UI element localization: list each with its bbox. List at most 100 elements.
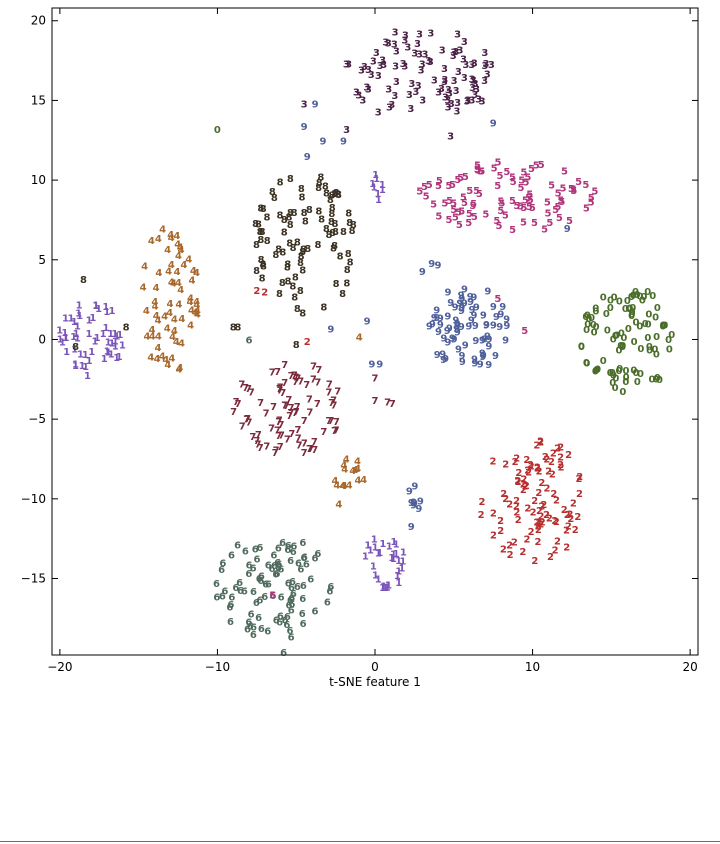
digit-point-2: 2: [537, 438, 544, 449]
digit-point-9: 9: [410, 500, 417, 511]
digit-point-3: 3: [461, 73, 468, 84]
digit-point-1: 1: [102, 302, 109, 313]
digit-point-5: 5: [509, 173, 516, 184]
digit-point-9: 9: [458, 294, 465, 305]
digit-point-4: 4: [341, 465, 348, 476]
bottom-divider: [0, 841, 720, 842]
digit-point-3: 3: [441, 77, 448, 88]
digit-point-8: 8: [297, 286, 304, 297]
digit-point-1: 1: [375, 195, 382, 206]
digit-point-3: 3: [473, 85, 480, 96]
digit-point-2: 2: [567, 510, 574, 521]
digit-point-0: 0: [583, 359, 590, 370]
digit-point-2: 2: [531, 496, 538, 507]
digit-point-8: 8: [323, 224, 330, 235]
digit-point-4: 4: [187, 294, 194, 305]
digit-point-6: 6: [303, 559, 310, 570]
digit-point-2: 2: [500, 489, 507, 500]
digit-point-4: 4: [339, 481, 346, 492]
digit-point-7: 7: [292, 377, 299, 388]
digit-point-8: 8: [293, 340, 300, 351]
digit-point-2: 2: [490, 531, 497, 542]
digit-point-5: 5: [554, 202, 561, 213]
digit-point-4: 4: [177, 285, 184, 296]
digit-point-7: 7: [283, 401, 290, 412]
digit-point-8: 8: [269, 187, 276, 198]
digit-point-6: 6: [221, 586, 228, 597]
digit-point-7: 7: [285, 395, 292, 406]
digit-point-7: 7: [297, 377, 304, 388]
digit-point-3: 3: [454, 106, 461, 117]
digit-point-3: 3: [416, 29, 423, 40]
digit-point-8: 8: [333, 188, 340, 199]
digit-point-6: 6: [326, 586, 333, 597]
digit-point-2: 2: [543, 455, 550, 466]
digit-point-1: 1: [113, 353, 120, 364]
digit-point-0: 0: [619, 387, 626, 398]
digit-point-2: 2: [565, 522, 572, 533]
digit-point-7: 7: [272, 448, 279, 459]
digit-point-5: 5: [544, 198, 551, 209]
digit-point-0: 0: [600, 292, 607, 303]
digit-point-9: 9: [471, 355, 478, 366]
digit-point-3: 3: [370, 57, 377, 68]
digit-point-4: 4: [175, 251, 182, 262]
digit-point-7: 7: [281, 378, 288, 389]
digit-point-7: 7: [246, 418, 253, 429]
digit-point-5: 5: [588, 198, 595, 209]
digit-point-6: 6: [257, 576, 264, 587]
digit-point-4: 4: [180, 260, 187, 271]
digit-point-6: 6: [287, 626, 294, 637]
digit-point-7: 7: [295, 425, 302, 436]
digit-point-7: 7: [331, 401, 338, 412]
digit-point-1: 1: [71, 317, 78, 328]
digit-point-3: 3: [412, 87, 419, 98]
digit-point-8: 8: [264, 236, 271, 247]
digit-point-2: 2: [549, 469, 556, 480]
digit-point-2: 2: [550, 449, 557, 460]
digit-point-3: 3: [464, 96, 471, 107]
digit-point-9: 9: [327, 324, 334, 335]
digit-point-7: 7: [311, 437, 318, 448]
digit-point-8: 8: [276, 289, 283, 300]
digit-point-9: 9: [485, 360, 492, 371]
digit-point-8: 8: [299, 265, 306, 276]
digit-point-8: 8: [259, 259, 266, 270]
digit-point-9: 9: [415, 504, 422, 515]
digit-point-9: 9: [434, 350, 441, 361]
digit-point-2: 2: [519, 547, 526, 558]
digit-point-8: 8: [287, 220, 294, 231]
digit-point-2: 2: [515, 515, 522, 526]
digit-point-8: 8: [333, 279, 340, 290]
digit-point-2: 2: [500, 545, 507, 556]
digit-point-4: 4: [147, 352, 154, 363]
digit-point-6: 6: [232, 583, 239, 594]
digit-point-9: 9: [458, 322, 465, 333]
digit-point-2: 2: [524, 504, 531, 515]
digit-point-3: 3: [470, 76, 477, 87]
digit-point-1: 1: [371, 182, 378, 193]
digit-point-6: 6: [288, 599, 295, 610]
digit-point-6: 6: [265, 560, 272, 571]
digit-point-8: 8: [230, 323, 237, 334]
digit-point-5: 5: [527, 195, 534, 206]
digit-point-5: 5: [524, 173, 531, 184]
digit-point-2: 2: [520, 475, 527, 486]
digit-point-5: 5: [526, 189, 533, 200]
digit-point-2: 2: [524, 466, 531, 477]
digit-point-6: 6: [247, 622, 254, 633]
digit-point-6: 6: [248, 610, 255, 621]
digit-point-0: 0: [584, 320, 591, 331]
digit-point-3: 3: [447, 132, 454, 143]
digit-point-0: 0: [594, 364, 601, 375]
digit-point-0: 0: [653, 349, 660, 360]
digit-point-5: 5: [548, 181, 555, 192]
digit-point-9: 9: [484, 287, 491, 298]
digit-point-7: 7: [278, 420, 285, 431]
digit-point-4: 4: [153, 283, 160, 294]
digit-point-6: 6: [252, 544, 259, 555]
digit-point-6: 6: [300, 581, 307, 592]
digit-point-5: 5: [533, 160, 540, 171]
digit-point-4: 4: [192, 308, 199, 319]
digit-point-1: 1: [100, 329, 107, 340]
